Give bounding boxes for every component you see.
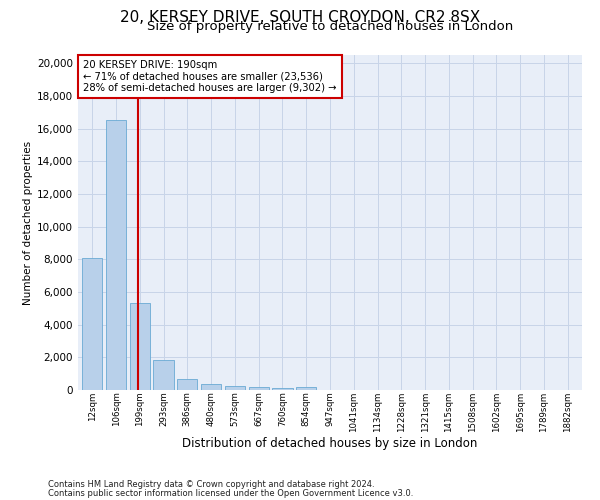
Y-axis label: Number of detached properties: Number of detached properties <box>23 140 33 304</box>
Title: Size of property relative to detached houses in London: Size of property relative to detached ho… <box>147 20 513 33</box>
Text: 20 KERSEY DRIVE: 190sqm
← 71% of detached houses are smaller (23,536)
28% of sem: 20 KERSEY DRIVE: 190sqm ← 71% of detache… <box>83 60 337 93</box>
Bar <box>201 384 221 390</box>
Bar <box>130 304 150 390</box>
Bar <box>272 388 293 390</box>
X-axis label: Distribution of detached houses by size in London: Distribution of detached houses by size … <box>182 438 478 450</box>
Bar <box>82 258 103 390</box>
Bar <box>296 386 316 390</box>
Text: Contains HM Land Registry data © Crown copyright and database right 2024.: Contains HM Land Registry data © Crown c… <box>48 480 374 489</box>
Bar <box>106 120 126 390</box>
Bar <box>177 378 197 390</box>
Text: Contains public sector information licensed under the Open Government Licence v3: Contains public sector information licen… <box>48 488 413 498</box>
Text: 20, KERSEY DRIVE, SOUTH CROYDON, CR2 8SX: 20, KERSEY DRIVE, SOUTH CROYDON, CR2 8SX <box>120 10 480 25</box>
Bar <box>248 386 269 390</box>
Bar <box>154 360 173 390</box>
Bar <box>225 386 245 390</box>
